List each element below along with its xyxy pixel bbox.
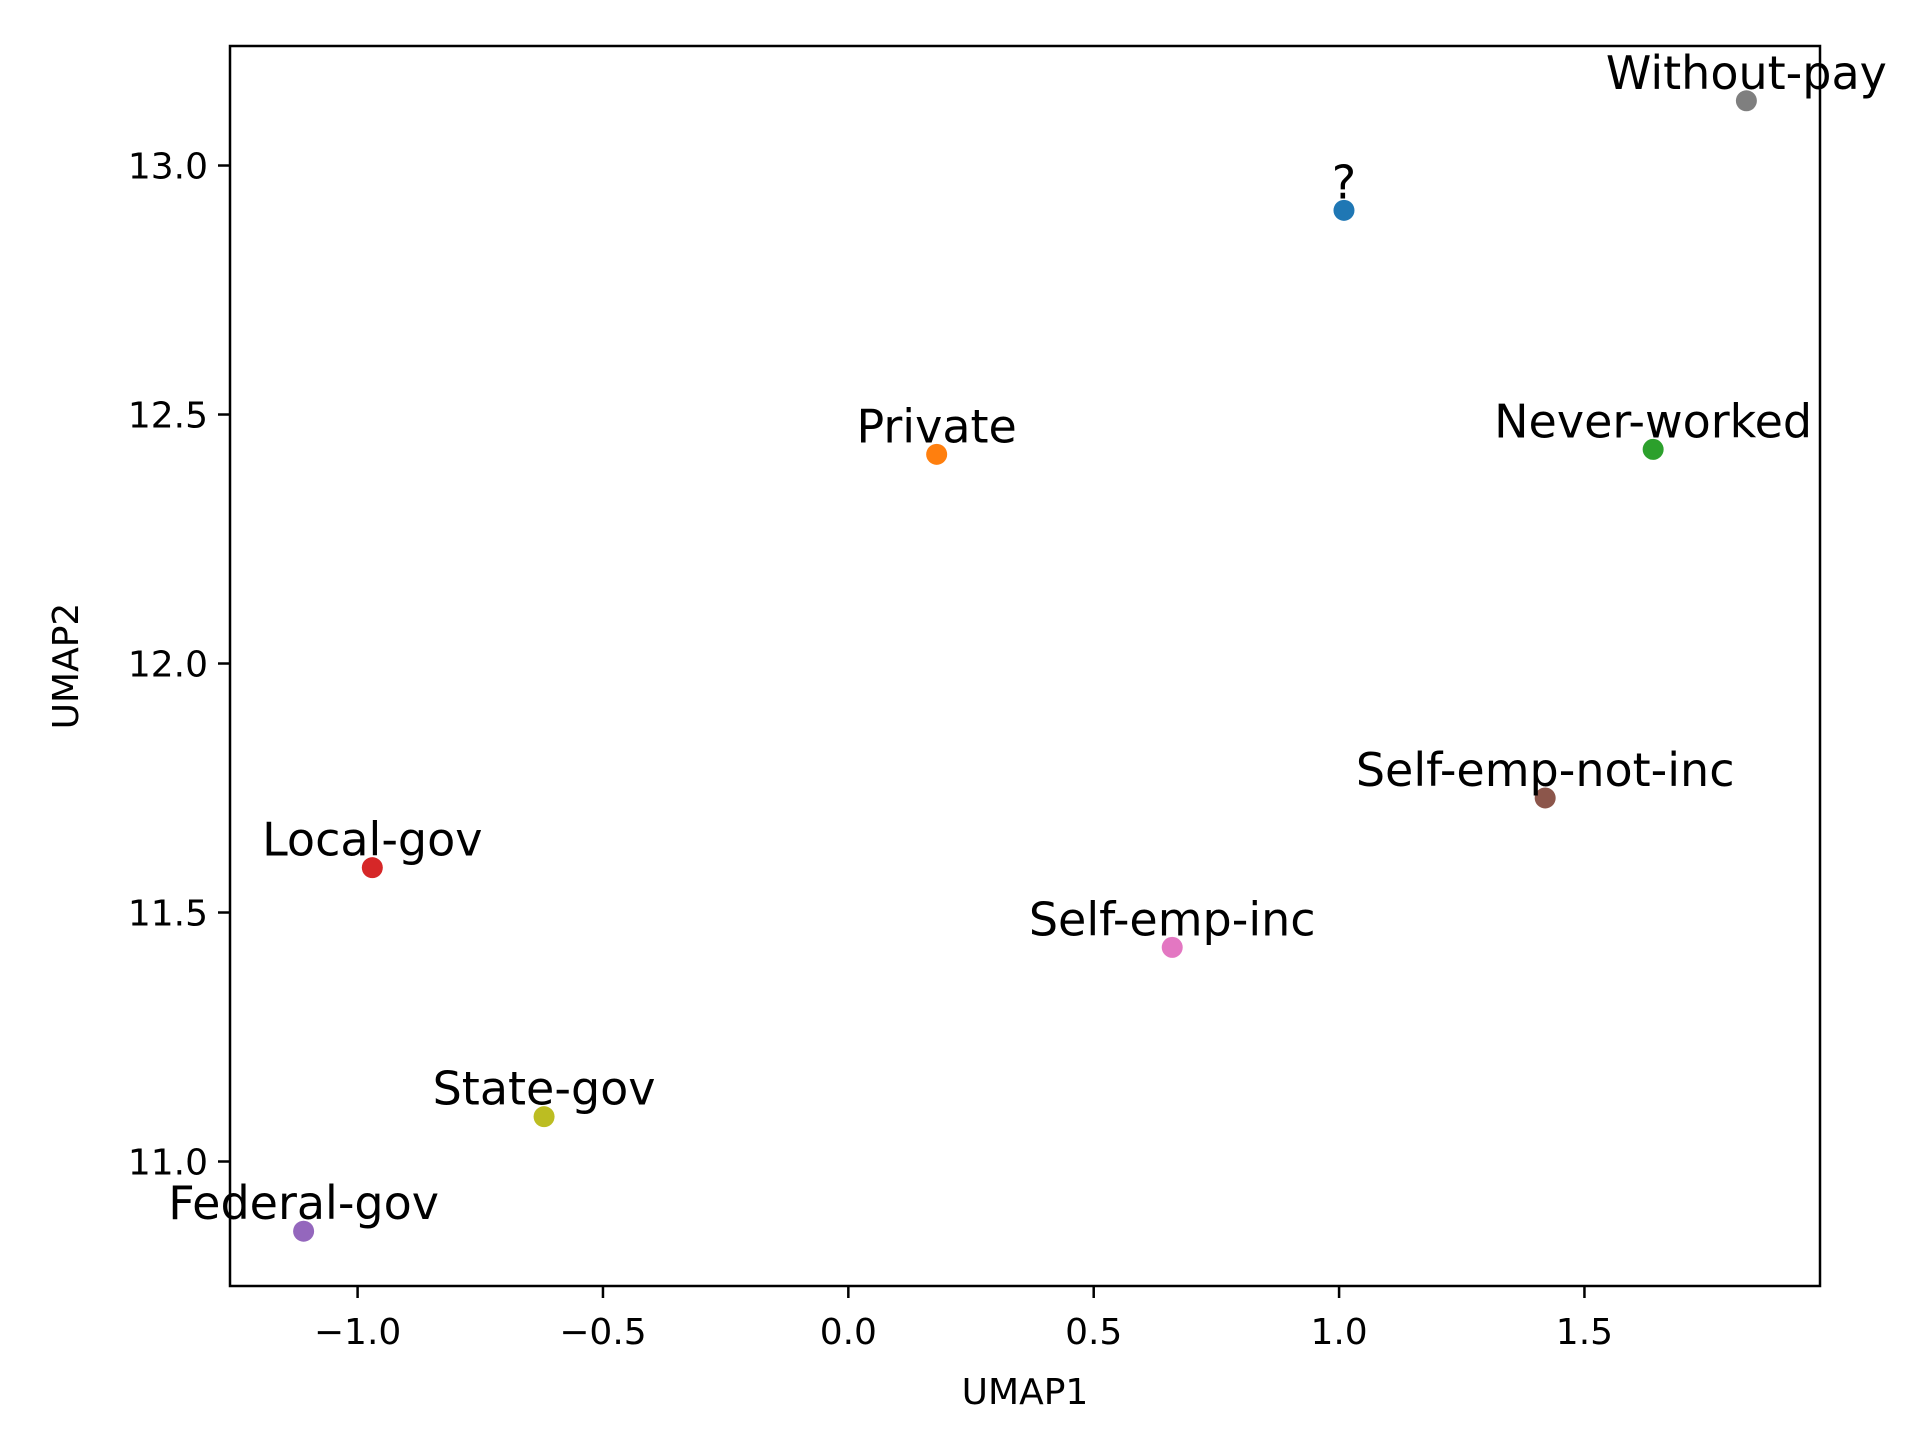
data-point-label: Without-pay — [1606, 46, 1887, 100]
data-point — [1161, 936, 1183, 958]
data-point — [533, 1106, 555, 1128]
data-point-label: ? — [1332, 155, 1356, 209]
x-tick-label: 0.0 — [820, 1312, 877, 1353]
y-tick-label: 13.0 — [128, 147, 208, 188]
x-axis: −1.0 −0.5 0.0 0.5 1.0 1.5 — [314, 1286, 1613, 1353]
x-tick-label: 0.5 — [1065, 1312, 1122, 1353]
data-point — [1735, 90, 1757, 112]
x-tick-label: 1.0 — [1310, 1312, 1367, 1353]
y-axis-title: UMAP2 — [46, 603, 87, 730]
x-tick-label: −0.5 — [559, 1312, 646, 1353]
y-tick-label: 11.5 — [128, 894, 208, 935]
y-tick-label: 12.0 — [128, 645, 208, 686]
data-point — [293, 1220, 315, 1242]
data-point-label: Never-worked — [1494, 394, 1812, 448]
data-point — [1534, 787, 1556, 809]
plot-area-frame — [228, 44, 1822, 1288]
y-tick-label: 12.5 — [128, 396, 208, 437]
y-tick-label: 11.0 — [128, 1143, 208, 1184]
x-tick-label: −1.0 — [314, 1312, 401, 1353]
x-tick-label: 1.5 — [1556, 1312, 1613, 1353]
data-point — [1333, 199, 1355, 221]
data-point — [361, 857, 383, 879]
data-points: ? Private Never-worked Local-gov Federal-gov… — [168, 46, 1887, 1242]
data-point — [1642, 438, 1664, 460]
data-point-label: Self-emp-inc — [1029, 892, 1316, 946]
data-point-label: State-gov — [433, 1062, 656, 1116]
data-point-label: Self-emp-not-inc — [1356, 743, 1735, 797]
x-axis-title: UMAP1 — [962, 1372, 1089, 1413]
data-point — [926, 443, 948, 465]
y-axis: 11.0 11.5 12.0 12.5 13.0 — [128, 147, 230, 1184]
data-point-label: Private — [856, 399, 1016, 453]
data-point-label: Local-gov — [262, 813, 482, 867]
data-point-label: Federal-gov — [168, 1176, 439, 1230]
